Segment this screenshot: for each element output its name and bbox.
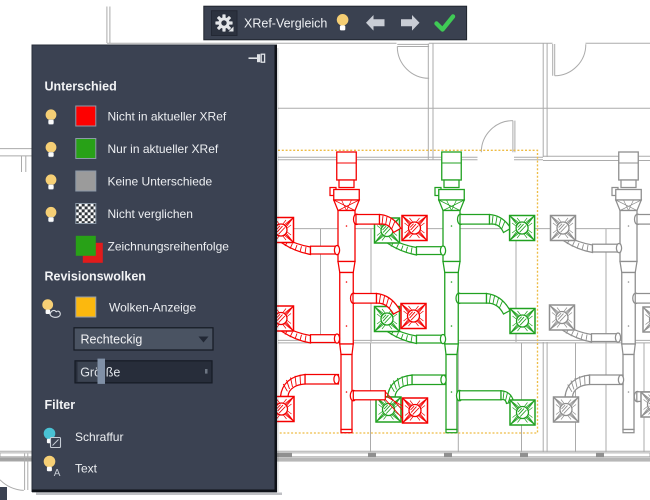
svg-text:Filter: Filter (45, 398, 76, 412)
svg-text:Wolken-Anzeige: Wolken-Anzeige (109, 300, 196, 314)
svg-text:XRef-Vergleich: XRef-Vergleich (244, 16, 327, 30)
svg-text:Grö: Grö (80, 365, 101, 379)
svg-text:A: A (54, 468, 61, 479)
svg-text:Rechteckig: Rechteckig (81, 333, 143, 347)
svg-text:Nicht in aktueller XRef: Nicht in aktueller XRef (108, 109, 227, 123)
svg-text:Keine Unterschiede: Keine Unterschiede (108, 174, 213, 188)
svg-text:Revisionswolken: Revisionswolken (45, 269, 146, 283)
svg-text:Text: Text (75, 461, 98, 475)
svg-text:ße: ße (106, 365, 121, 379)
svg-text:Zeichnungsreihenfolge: Zeichnungsreihenfolge (108, 239, 230, 253)
svg-text:Nicht verglichen: Nicht verglichen (108, 207, 193, 221)
svg-text:Unterschied: Unterschied (45, 80, 117, 94)
svg-text:Schraffur: Schraffur (75, 430, 123, 444)
svg-text:Nur in aktueller XRef: Nur in aktueller XRef (108, 142, 219, 156)
